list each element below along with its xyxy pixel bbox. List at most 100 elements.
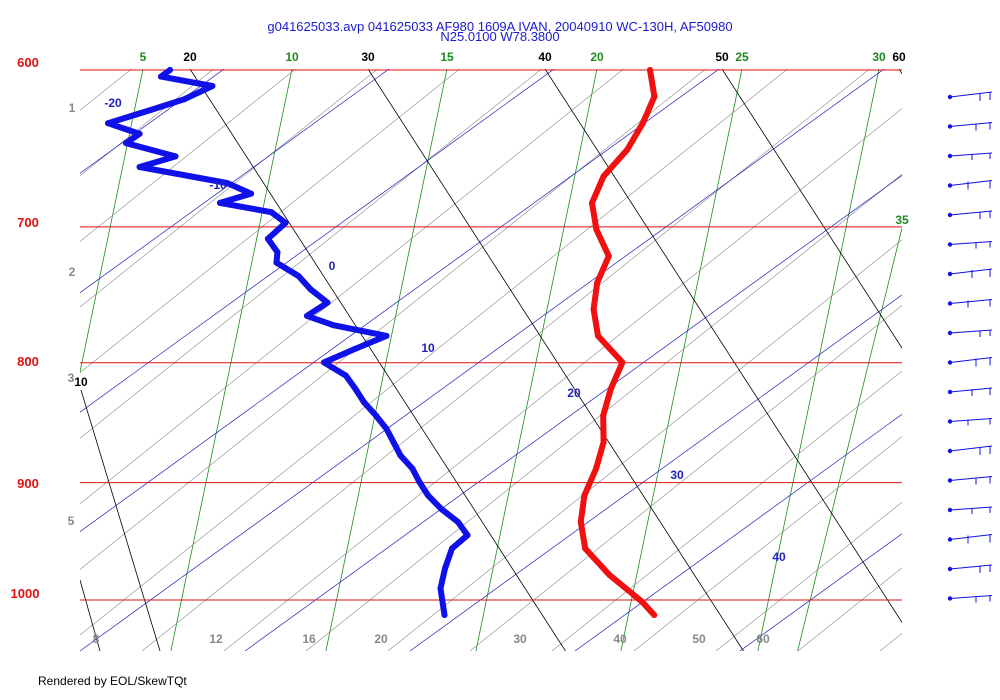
dewpoint-line-point (425, 492, 431, 499)
isotherm-label: 20 (183, 50, 197, 64)
dewpoint-line-point (324, 299, 331, 306)
temperature-line-point (593, 465, 599, 472)
isotherm-line (721, 69, 902, 349)
wind-barb (947, 418, 993, 426)
isotherm-label: 60 (892, 50, 906, 64)
dewpoint-line-point (441, 612, 448, 618)
isotherm-label: 30 (361, 50, 375, 64)
dewpoint-line-point (282, 219, 289, 226)
pressure-label: 600 (17, 55, 39, 70)
wind-barb (947, 534, 993, 544)
mixing-ratio-label: 20 (590, 50, 604, 64)
isotherm-line (80, 389, 161, 651)
bottom-label: 20 (374, 632, 388, 646)
mixing-ratio-line (325, 69, 448, 651)
wind-barb (947, 210, 993, 219)
saturated-adiabat-line (80, 69, 706, 570)
dewpoint-line-point (351, 346, 358, 353)
temperature-line-point (639, 120, 646, 127)
dewpoint-line-point (136, 130, 143, 137)
temperature-line-point (600, 173, 607, 180)
isotherm-line (367, 69, 744, 651)
temperature-line-point (651, 93, 658, 100)
mixing-ratio-label: 5 (140, 50, 147, 64)
dry-adiabat-label: 0 (329, 259, 336, 273)
dry-adiabat-line (80, 69, 390, 294)
temperature-line (577, 67, 658, 618)
temperature-line-point (600, 412, 607, 419)
saturated-adiabat-line (633, 436, 902, 651)
dewpoint-line-point (438, 505, 444, 512)
wind-barb-shaft (949, 122, 993, 127)
dewpoint-line-point (373, 412, 379, 419)
dry-adiabat-line (80, 69, 720, 533)
mixing-ratio-label: 35 (895, 213, 909, 227)
temperature-line-point (651, 612, 658, 618)
bottom-label: 12 (209, 632, 223, 646)
bottom-label: 8 (93, 632, 100, 646)
dry-adiabat-label: 30 (670, 468, 684, 482)
chart-title-line1: g041625033.avp 041625033 AF980 1609A IVA… (267, 19, 732, 34)
wind-barb-shaft (949, 91, 993, 98)
dewpoint-line-point (136, 164, 143, 170)
dewpoint-line-point (248, 190, 255, 197)
dry-adiabat-label: 40 (772, 550, 786, 564)
dewpoint-line-point (181, 96, 188, 103)
chart-title-line2: N25.0100 W78.3800 (440, 29, 559, 44)
saturated-adiabat-line (305, 173, 902, 651)
isotherm-label: 10 (74, 375, 88, 389)
temperature-line-point (647, 67, 653, 73)
left-gray-label: 1 (69, 101, 76, 115)
dewpoint-line-point (268, 209, 275, 216)
saturated-adiabat-line (80, 69, 460, 373)
saturated-adiabat-line (80, 69, 788, 636)
mixing-ratio-labels: 5 10 15 20 25 30 35 (140, 50, 909, 227)
left-gray-label: 5 (68, 514, 75, 528)
dewpoint-line-point (274, 249, 281, 256)
wind-barb (947, 595, 993, 603)
dewpoint-line-point (455, 519, 461, 525)
wind-barb-shaft (949, 357, 993, 363)
temperature-line-point (606, 572, 613, 579)
wind-barb-shaft (949, 534, 993, 540)
saturated-adiabat-line (80, 69, 624, 505)
temperature-line-point (607, 386, 614, 392)
dry-adiabat-line (80, 69, 225, 174)
saturated-adiabat-line (715, 501, 902, 651)
temperature-profile (577, 67, 658, 618)
temperature-line-point (577, 519, 584, 525)
saturated-adiabats (80, 0, 1000, 651)
wind-barb-shaft (949, 445, 993, 452)
wind-barb-shaft (949, 506, 993, 511)
dewpoint-profile (105, 67, 471, 618)
saturated-adiabat-line (223, 108, 902, 651)
dewpoint-line-point (167, 67, 173, 73)
bottom-label: 16 (302, 632, 316, 646)
wind-barb (947, 268, 993, 278)
dewpoint-line-point (209, 83, 216, 89)
saturated-adiabat-line (879, 633, 902, 651)
dewpoint-line-point (295, 273, 302, 279)
pressure-label: 700 (17, 215, 39, 230)
dewpoint-line-point (383, 425, 390, 432)
bottom-label: 30 (513, 632, 527, 646)
temperature-line-point (594, 279, 601, 286)
wind-barb (947, 387, 993, 396)
saturated-adiabat-line (80, 69, 542, 439)
temperature-line-point (595, 332, 601, 339)
dry-adiabat-line (80, 69, 555, 413)
mixing-ratio-lines (80, 69, 902, 651)
isotherm-label: 40 (538, 50, 552, 64)
temperature-line-point (593, 226, 600, 233)
wind-barbs (947, 91, 993, 603)
mixing-ratio-line (797, 227, 902, 651)
dry-adiabat-label: 10 (421, 341, 435, 355)
dry-adiabat-line (409, 294, 902, 651)
wind-barb (947, 357, 993, 367)
mixing-ratio-label: 10 (285, 50, 299, 64)
dewpoint-line-point (437, 585, 444, 592)
temperature-line-point (605, 253, 612, 260)
left-gray-label: 2 (69, 265, 76, 279)
saturated-adiabat-line (962, 0, 1000, 651)
